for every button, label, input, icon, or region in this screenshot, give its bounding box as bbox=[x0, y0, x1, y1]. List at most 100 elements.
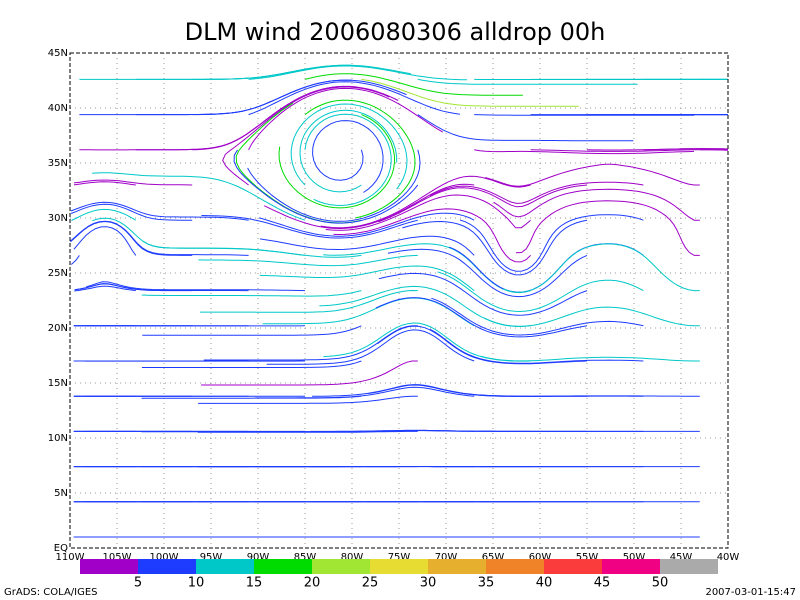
colorbar-label: 25 bbox=[362, 576, 379, 591]
streamline bbox=[73, 179, 193, 186]
colorbar-label: 10 bbox=[188, 576, 205, 591]
streamline bbox=[69, 220, 249, 256]
streamline bbox=[92, 217, 306, 256]
streamline bbox=[530, 149, 729, 152]
streamline bbox=[259, 265, 475, 291]
streamline bbox=[304, 99, 416, 219]
streamline bbox=[437, 271, 644, 313]
streamline bbox=[192, 85, 399, 151]
streamline bbox=[299, 109, 398, 193]
streamline bbox=[474, 149, 695, 155]
streamline bbox=[200, 289, 418, 313]
colorbar-swatch bbox=[486, 559, 544, 574]
streamline bbox=[417, 114, 634, 142]
streamline bbox=[79, 69, 299, 80]
lon-label: 70W bbox=[435, 552, 458, 563]
lon-label: 105W bbox=[103, 552, 132, 563]
streamline bbox=[378, 184, 588, 223]
colorbar-label: 15 bbox=[246, 576, 263, 591]
colorbar-label: 45 bbox=[594, 576, 611, 591]
streamline bbox=[417, 78, 638, 85]
colorbar-swatch bbox=[370, 559, 428, 574]
streamline bbox=[258, 212, 475, 237]
streamline bbox=[278, 114, 396, 209]
lat-label: 20N bbox=[48, 323, 68, 334]
streamline bbox=[503, 243, 700, 293]
streamline bbox=[643, 148, 729, 151]
lat-label: 45N bbox=[48, 48, 68, 59]
streamline bbox=[429, 328, 644, 364]
lon-label: 40W bbox=[717, 552, 740, 563]
streamline bbox=[73, 181, 136, 186]
streamline bbox=[304, 113, 392, 207]
streamline bbox=[74, 283, 249, 292]
lon-label: 95W bbox=[200, 552, 223, 563]
lat-label: EQ bbox=[54, 543, 68, 554]
streamline bbox=[192, 79, 407, 116]
colorbar-swatch bbox=[602, 559, 660, 574]
streamline bbox=[74, 285, 136, 292]
streamline bbox=[248, 87, 444, 151]
streamline bbox=[247, 149, 421, 222]
streamline bbox=[459, 214, 644, 272]
colorbar-label: 20 bbox=[304, 576, 321, 591]
streamline bbox=[431, 297, 644, 336]
lon-label: 60W bbox=[529, 552, 552, 563]
lon-label: 110W bbox=[56, 552, 85, 563]
streamline bbox=[70, 203, 193, 221]
streamline bbox=[248, 81, 460, 116]
colorbar-swatch bbox=[428, 559, 486, 574]
streamline bbox=[323, 243, 531, 294]
streamline bbox=[480, 355, 700, 362]
map-title: DLM wind 2006080306 alldrop 00h bbox=[185, 18, 606, 46]
streamline bbox=[304, 73, 523, 96]
streamline bbox=[402, 219, 588, 276]
streamline bbox=[320, 175, 531, 229]
colorbar-swatch bbox=[254, 559, 312, 574]
colorbar-label: 35 bbox=[478, 576, 495, 591]
colorbar-swatch bbox=[138, 559, 196, 574]
streamline bbox=[484, 306, 700, 327]
lon-label: 55W bbox=[576, 552, 599, 563]
streamline bbox=[387, 248, 588, 298]
streamline bbox=[515, 200, 700, 256]
streamline bbox=[319, 285, 531, 328]
streamline bbox=[79, 89, 297, 116]
streamline bbox=[378, 272, 588, 316]
lat-label: 25N bbox=[48, 268, 68, 279]
lon-label: 50W bbox=[623, 552, 646, 563]
streamline bbox=[198, 254, 418, 267]
plot-area bbox=[69, 53, 729, 548]
streamline bbox=[141, 290, 362, 297]
streamline bbox=[493, 188, 700, 221]
lat-label: 40N bbox=[48, 103, 68, 114]
map-frame bbox=[69, 52, 729, 549]
colorbar-label: 40 bbox=[536, 576, 553, 591]
lat-label: 30N bbox=[48, 213, 68, 224]
streamline bbox=[135, 85, 344, 151]
streamline bbox=[142, 240, 362, 258]
streamline bbox=[198, 395, 418, 404]
streamline bbox=[479, 394, 700, 397]
streamline bbox=[233, 149, 419, 224]
colorbar-label: 50 bbox=[652, 576, 669, 591]
streamline bbox=[263, 183, 475, 230]
streamline bbox=[266, 329, 475, 365]
lon-label: 100W bbox=[150, 552, 179, 563]
lon-label: 80W bbox=[341, 552, 364, 563]
lat-label: 5N bbox=[54, 488, 68, 499]
streamline bbox=[141, 360, 362, 368]
streamline bbox=[259, 235, 475, 256]
colorbar-swatch bbox=[80, 559, 138, 574]
streamline bbox=[255, 386, 475, 399]
streamline bbox=[424, 385, 644, 397]
lat-label: 35N bbox=[48, 158, 68, 169]
colorbar-swatch bbox=[544, 559, 602, 574]
colorbar-label: 5 bbox=[134, 576, 142, 591]
lat-label: 15N bbox=[48, 378, 68, 389]
streamline bbox=[86, 281, 306, 292]
lon-label: 75W bbox=[388, 552, 411, 563]
streamline bbox=[142, 325, 362, 336]
streamline bbox=[92, 172, 306, 221]
